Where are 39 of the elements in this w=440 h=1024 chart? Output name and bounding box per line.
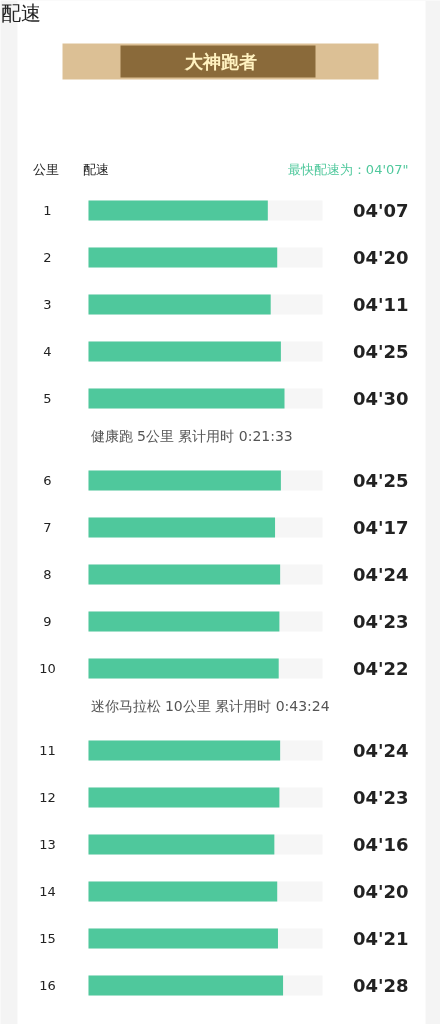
- y-tick-label: 6: [43, 473, 52, 488]
- data-label: 04'20: [352, 247, 409, 268]
- data-label: 04'16: [352, 834, 409, 855]
- y-tick-label: 8: [43, 567, 52, 582]
- annotation: 迷你马拉松 10公里 累计用时 0:43:24: [90, 697, 330, 714]
- chart-title: 配速: [0, 0, 41, 25]
- y-axis-title: 公里: [32, 162, 59, 177]
- data-label: 04'11: [352, 294, 409, 315]
- y-tick-label: 16: [39, 978, 56, 993]
- data-label: 04'17: [352, 517, 409, 538]
- y-tick-label: 3: [43, 297, 52, 312]
- data-label: 04'24: [352, 564, 409, 585]
- data-label: 04'25: [352, 341, 409, 362]
- y-tick-label: 13: [39, 837, 56, 852]
- data-label: 04'23: [352, 787, 409, 808]
- y-tick-label: 15: [39, 931, 56, 946]
- y-tick-label: 14: [39, 884, 56, 899]
- data-label: 04'23: [352, 611, 409, 632]
- data-label: 04'28: [352, 975, 409, 996]
- y-tick-label: 2: [43, 250, 52, 265]
- annotation: 健康跑 5公里 累计用时 0:21:33: [90, 427, 293, 444]
- data-label: 04'20: [352, 881, 409, 902]
- data-label: 04'30: [352, 388, 409, 409]
- y-tick-label: 10: [39, 661, 56, 676]
- y-tick-label: 5: [43, 391, 52, 406]
- y-tick-label: 9: [43, 614, 52, 629]
- text: 大神跑者: [183, 51, 257, 72]
- y-tick-label: 12: [39, 790, 56, 805]
- y-tick-label: 1: [43, 203, 52, 218]
- data-label: 04'25: [352, 470, 409, 491]
- y-tick-label: 7: [43, 520, 52, 535]
- x-axis-title: 配速: [82, 162, 109, 177]
- data-label: 04'24: [352, 740, 409, 761]
- data-label: 04'07: [352, 200, 409, 221]
- y-tick-label: 4: [43, 344, 52, 359]
- y-tick-label: 11: [39, 743, 56, 758]
- data-label: 04'21: [352, 928, 409, 949]
- data-label: 04'22: [352, 658, 409, 679]
- text: 最快配速为：04'07": [287, 162, 409, 177]
